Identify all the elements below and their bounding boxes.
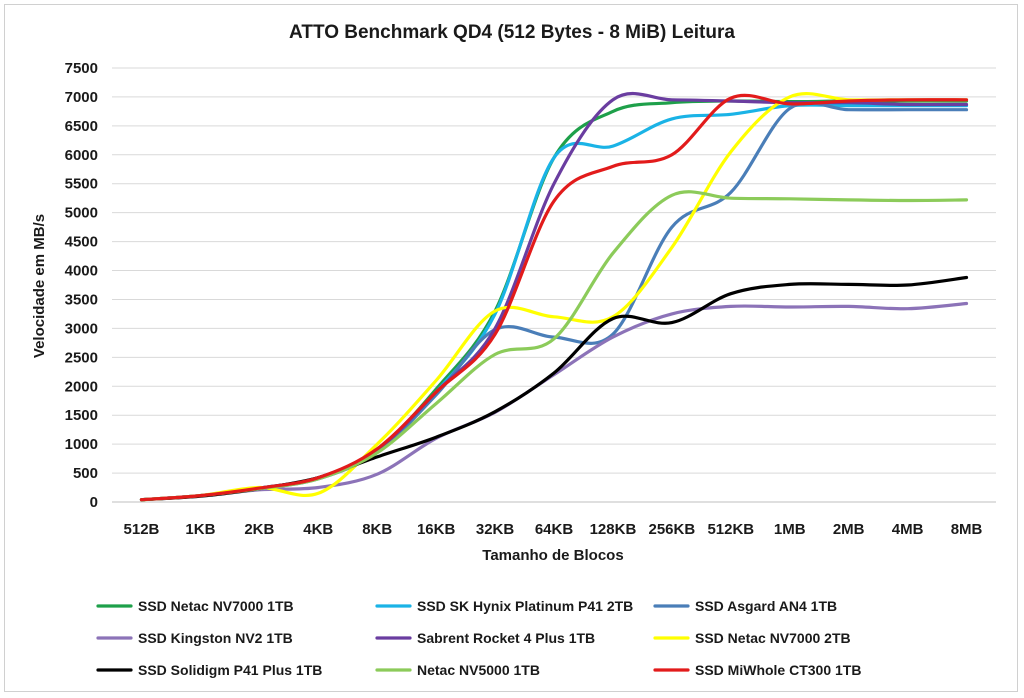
y-tick-label: 4000: [65, 263, 98, 280]
x-tick-label: 4KB: [303, 521, 333, 538]
y-tick-label: 3500: [65, 291, 98, 308]
x-tick-label: 512KB: [707, 521, 754, 538]
y-tick-label: 0: [90, 494, 98, 511]
y-tick-label: 1000: [65, 436, 98, 453]
x-tick-label: 2KB: [244, 521, 274, 538]
legend-label: Sabrent Rocket 4 Plus 1TB: [417, 630, 595, 646]
x-tick-label: 64KB: [535, 521, 574, 538]
x-tick-label: 8MB: [951, 521, 983, 538]
legend-label: SSD MiWhole CT300 1TB: [695, 662, 861, 678]
y-tick-label: 6000: [65, 147, 98, 164]
chart-frame: [4, 4, 1018, 692]
x-tick-label: 1KB: [185, 521, 215, 538]
legend-label: Netac NV5000 1TB: [417, 662, 540, 678]
legend-label: SSD Solidigm P41 Plus 1TB: [138, 662, 322, 678]
legend-label: SSD SK Hynix Platinum P41 2TB: [417, 598, 633, 614]
x-tick-labels: 512B 1KB 2KB 4KB 8KB 16KB 32KB 64KB 128KB 256KB 51…: [124, 521, 983, 538]
series-line-6: [139, 92, 969, 502]
series-line-2: [139, 103, 969, 502]
y-tick-label: 1500: [65, 407, 98, 424]
y-tick-label: 6500: [65, 118, 98, 135]
series-line-1: [139, 99, 969, 502]
y-tick-label: 5000: [65, 205, 98, 222]
x-tick-label: 2MB: [833, 521, 865, 538]
x-tick-label: 256KB: [649, 521, 696, 538]
x-tick-label: 512B: [124, 521, 160, 538]
y-tick-label: 2500: [65, 349, 98, 366]
x-tick-label: 8KB: [362, 521, 392, 538]
legend-label: SSD Netac NV7000 2TB: [695, 630, 851, 646]
y-tick-label: 5500: [65, 176, 98, 193]
x-tick-label: 16KB: [417, 521, 456, 538]
series-line-4: [139, 301, 969, 502]
y-tick-label: 500: [73, 465, 98, 482]
chart-title: ATTO Benchmark QD4 (512 Bytes - 8 MiB) L…: [289, 22, 735, 43]
y-axis-label: Velocidade em MB/s: [31, 214, 48, 358]
x-tick-label: 4MB: [892, 521, 924, 538]
legend-label: SSD Kingston NV2 1TB: [138, 630, 293, 646]
y-tick-label: 3000: [65, 320, 98, 337]
series-line-7: [139, 275, 969, 502]
y-tick-label: 7500: [65, 60, 98, 77]
legend-label: SSD Asgard AN4 1TB: [695, 598, 837, 614]
legend: SSD Netac NV7000 1TB SSD SK Hynix Platinu…: [96, 598, 861, 678]
y-tick-labels: 0 500 1000 1500 2000 2500 3000 3500 4000 4500 5000…: [65, 60, 98, 511]
series-line-8: [139, 190, 969, 502]
y-tick-label: 7000: [65, 89, 98, 106]
x-tick-label: 1MB: [774, 521, 806, 538]
series-line-3: [139, 101, 969, 502]
series-lines: [139, 91, 969, 502]
x-tick-label: 32KB: [476, 521, 515, 538]
x-axis-label: Tamanho de Blocos: [482, 547, 623, 564]
y-tick-label: 2000: [65, 378, 98, 395]
legend-label: SSD Netac NV7000 1TB: [138, 598, 294, 614]
series-line-9: [139, 93, 969, 502]
x-tick-label: 128KB: [590, 521, 637, 538]
y-tick-label: 4500: [65, 234, 98, 251]
